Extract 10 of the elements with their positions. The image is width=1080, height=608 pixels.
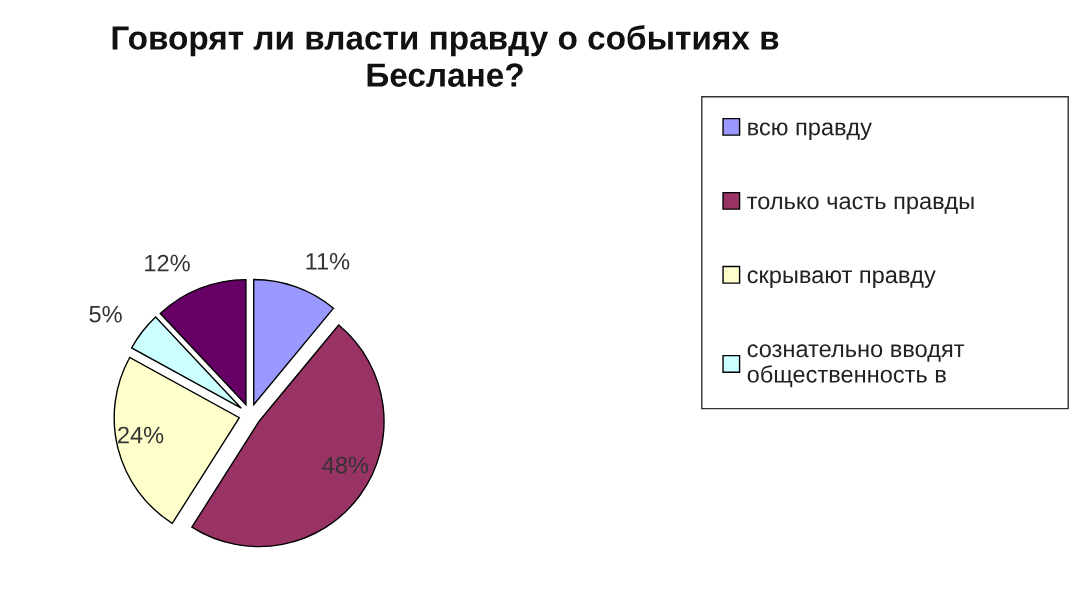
data-label: 5% bbox=[89, 305, 122, 323]
legend-label: скрывают правду bbox=[747, 270, 936, 288]
legend-label: сознательно вводят общественность в bbox=[747, 344, 965, 388]
legend-label: только часть правды bbox=[747, 196, 974, 215]
chart-title: Говорят ли власти правду о событиях в Беслане? bbox=[112, 25, 779, 87]
data-label: 48% bbox=[322, 456, 369, 474]
data-label: 12% bbox=[145, 254, 190, 272]
legend-label: всю правду bbox=[748, 122, 872, 141]
data-label: 11% bbox=[306, 253, 350, 270]
data-label: 24% bbox=[118, 426, 164, 444]
